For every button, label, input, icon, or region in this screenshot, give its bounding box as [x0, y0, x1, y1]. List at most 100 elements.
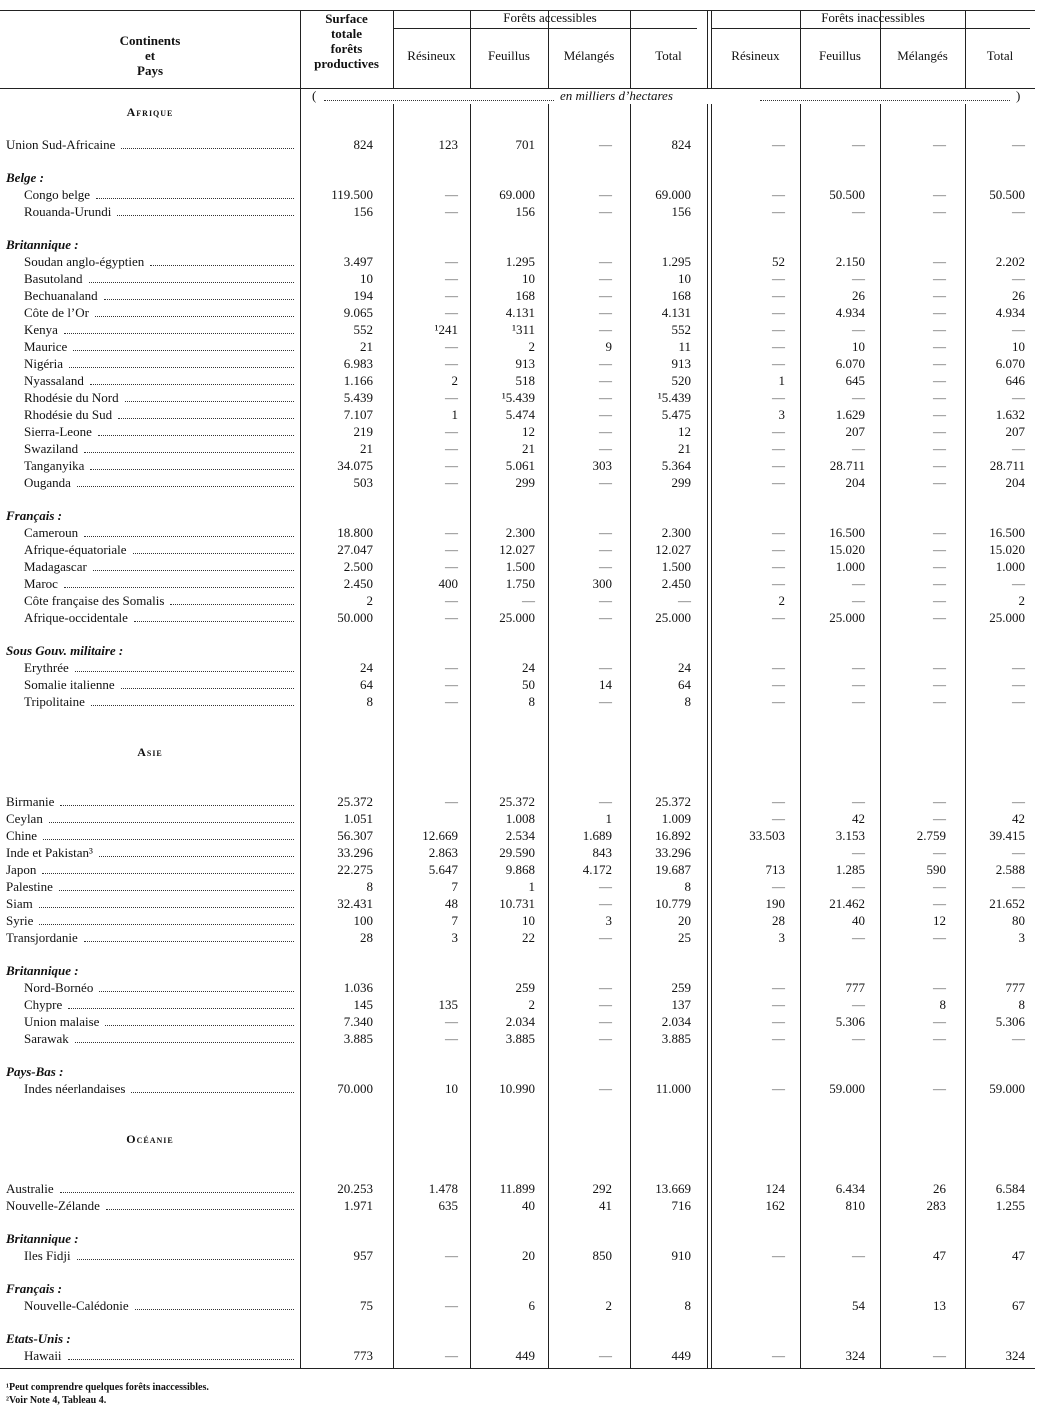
cell: 12.027 [655, 542, 691, 557]
cell: 299 [515, 475, 536, 490]
cell: — [933, 980, 946, 995]
cell: 716 [671, 1198, 692, 1213]
cell: 2.034 [505, 1014, 535, 1029]
cell: 8 [684, 1298, 692, 1313]
row-label-cell: Maurice [24, 339, 298, 355]
cell: — [933, 373, 946, 388]
row-label-cell: Birmanie [6, 794, 298, 810]
cell: — [852, 441, 865, 456]
leader-dots [59, 1192, 294, 1193]
cell: — [1012, 794, 1025, 809]
cell: 10 [445, 1081, 458, 1096]
cell: — [933, 610, 946, 625]
cell: 18.800 [337, 525, 373, 540]
unit-leader [760, 88, 1010, 101]
cell: — [599, 356, 612, 371]
leader-dots [120, 688, 294, 689]
cell: 12.669 [422, 828, 458, 843]
cell: 4.131 [505, 305, 535, 320]
cell: — [933, 694, 946, 709]
row-label: Tripolitaine [24, 694, 85, 709]
cell: 16.500 [829, 525, 865, 540]
row-label: Cameroun [24, 525, 79, 540]
cell: — [772, 356, 785, 371]
unit-leader [324, 88, 554, 101]
row-label: Union Sud-Africaine [6, 137, 116, 152]
cell: 25.372 [655, 794, 691, 809]
cell: 2 [605, 1298, 613, 1313]
row-label: Sierra-Leone [24, 424, 92, 439]
cell: 25.000 [829, 610, 865, 625]
cell: 54 [852, 1298, 865, 1313]
cell: 810 [845, 1198, 866, 1213]
row-label-cell: Nouvelle-Zélande [6, 1198, 298, 1214]
cell: 324 [1005, 1348, 1026, 1363]
row-label: Somalie italienne [24, 677, 115, 692]
cell: 6 [528, 1298, 536, 1313]
leader-dots [133, 621, 294, 622]
cell: — [933, 660, 946, 675]
cell: — [599, 1031, 612, 1046]
cell: ¹5.439 [657, 390, 691, 405]
group-heading: Pays-Bas : [6, 1064, 64, 1079]
leader-dots [74, 671, 294, 672]
cell: — [1012, 204, 1025, 219]
cell: 645 [845, 373, 866, 388]
leader-dots [68, 367, 294, 368]
group-heading: Britannique : [6, 1231, 79, 1246]
cell: 9.868 [505, 862, 535, 877]
cell: — [445, 458, 458, 473]
rule [712, 28, 1030, 29]
cell: 646 [1005, 373, 1026, 388]
cell: 24 [360, 660, 373, 675]
cell: 6.070 [835, 356, 865, 371]
cell: — [933, 525, 946, 540]
leader-dots [76, 1259, 294, 1260]
cell: — [772, 811, 785, 826]
cell: 552 [353, 322, 374, 337]
row-label-cell: Australie [6, 1181, 298, 1197]
unit: en milliers d’hectares [560, 88, 673, 103]
cell: — [445, 356, 458, 371]
cell: 24 [678, 660, 691, 675]
cell: 300 [592, 576, 613, 591]
cell: — [772, 390, 785, 405]
cell: — [599, 137, 612, 152]
cell: — [933, 271, 946, 286]
cell: 21.652 [989, 896, 1025, 911]
cell: 1.478 [428, 1181, 458, 1196]
row-label-cell: Bechuanaland [24, 288, 298, 304]
cell: — [1012, 576, 1025, 591]
cell: 145 [353, 997, 374, 1012]
cell: 2 [451, 373, 459, 388]
cell: 21 [360, 339, 373, 354]
cell: 16.892 [655, 828, 691, 843]
cell: 207 [845, 424, 866, 439]
leader-dots [117, 215, 294, 216]
cell: 957 [353, 1248, 374, 1263]
cell: 50.500 [989, 187, 1025, 202]
leader-dots [121, 148, 294, 149]
row-label: Syrie [6, 913, 34, 928]
header-cell: Continents [119, 33, 181, 48]
rule [393, 28, 697, 29]
cell: — [933, 879, 946, 894]
cell: — [445, 441, 458, 456]
cell: — [933, 896, 946, 911]
cell: 50.500 [829, 187, 865, 202]
cell: — [445, 288, 458, 303]
cell: 518 [515, 373, 536, 388]
section-title: Asie [137, 745, 163, 759]
cell: 1.689 [582, 828, 612, 843]
cell: 7.340 [343, 1014, 373, 1029]
cell: 135 [438, 997, 459, 1012]
cell: — [445, 1298, 458, 1313]
row-label-cell: Transjordanie [6, 930, 298, 946]
cell: 190 [765, 896, 786, 911]
cell: 50.000 [337, 610, 373, 625]
cell: 80 [1012, 913, 1025, 928]
cell: — [933, 1348, 946, 1363]
row-label-cell: Nord-Bornéo [24, 980, 298, 996]
cell: 824 [671, 137, 692, 152]
cell: 8 [939, 997, 947, 1012]
